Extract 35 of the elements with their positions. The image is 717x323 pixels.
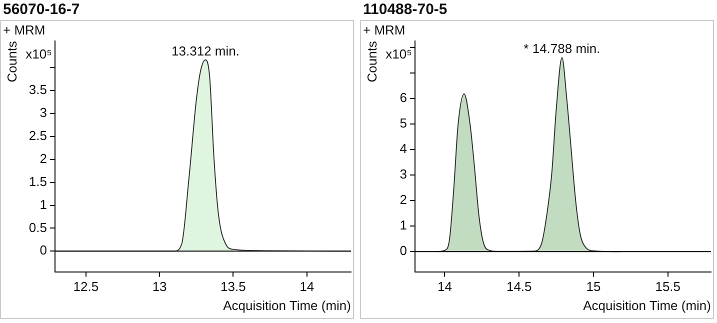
- y-tick-label: 1: [40, 196, 47, 212]
- y-tick-label: 5: [400, 116, 407, 131]
- chart-title: 56070-16-7: [2, 0, 81, 20]
- y-tick-label: 2: [40, 150, 47, 166]
- y-tick-label: 3: [400, 166, 407, 182]
- y-tick-label: 1.5: [28, 174, 47, 189]
- y-tick-label: 2.5: [28, 128, 47, 144]
- y-tick-label: 3.5: [28, 82, 47, 98]
- x-tick-label: 14: [438, 279, 452, 294]
- y-tick-label: 0.5: [28, 220, 47, 235]
- y-axis-title: Counts: [4, 40, 20, 82]
- text: x10⁵: [386, 46, 412, 62]
- y-axis-title: Counts: [364, 40, 380, 82]
- x-tick-label: 12.5: [73, 279, 99, 294]
- y-tick-label: 0: [400, 243, 407, 258]
- x-tick-label: 13.5: [220, 279, 246, 294]
- text: x10⁵: [26, 46, 52, 62]
- y-tick-label: 2: [400, 192, 407, 208]
- x-tick-label: 14.5: [506, 279, 532, 294]
- y-tick-label: 4: [400, 141, 407, 156]
- annotation: * 14.788 min.: [524, 41, 600, 56]
- chart-title: 110488-70-5: [362, 0, 448, 20]
- x-tick-label: 13: [152, 279, 167, 294]
- annotation: 13.312 min.: [172, 43, 240, 58]
- y-tick-label: 3: [40, 105, 47, 120]
- text: + MRM: [3, 22, 46, 38]
- x-tick-label: 14: [300, 279, 314, 294]
- y-tick-label: 6: [400, 90, 407, 106]
- y-tick-label: 1: [400, 218, 407, 233]
- x-axis-title: Acquisition Time (min): [223, 298, 351, 313]
- y-tick-label: 0: [40, 242, 47, 258]
- text: + MRM: [363, 22, 406, 38]
- x-tick-label: 15: [586, 279, 601, 294]
- x-tick-label: 15.5: [655, 279, 681, 294]
- x-axis-title: Acquisition Time (min): [583, 298, 711, 313]
